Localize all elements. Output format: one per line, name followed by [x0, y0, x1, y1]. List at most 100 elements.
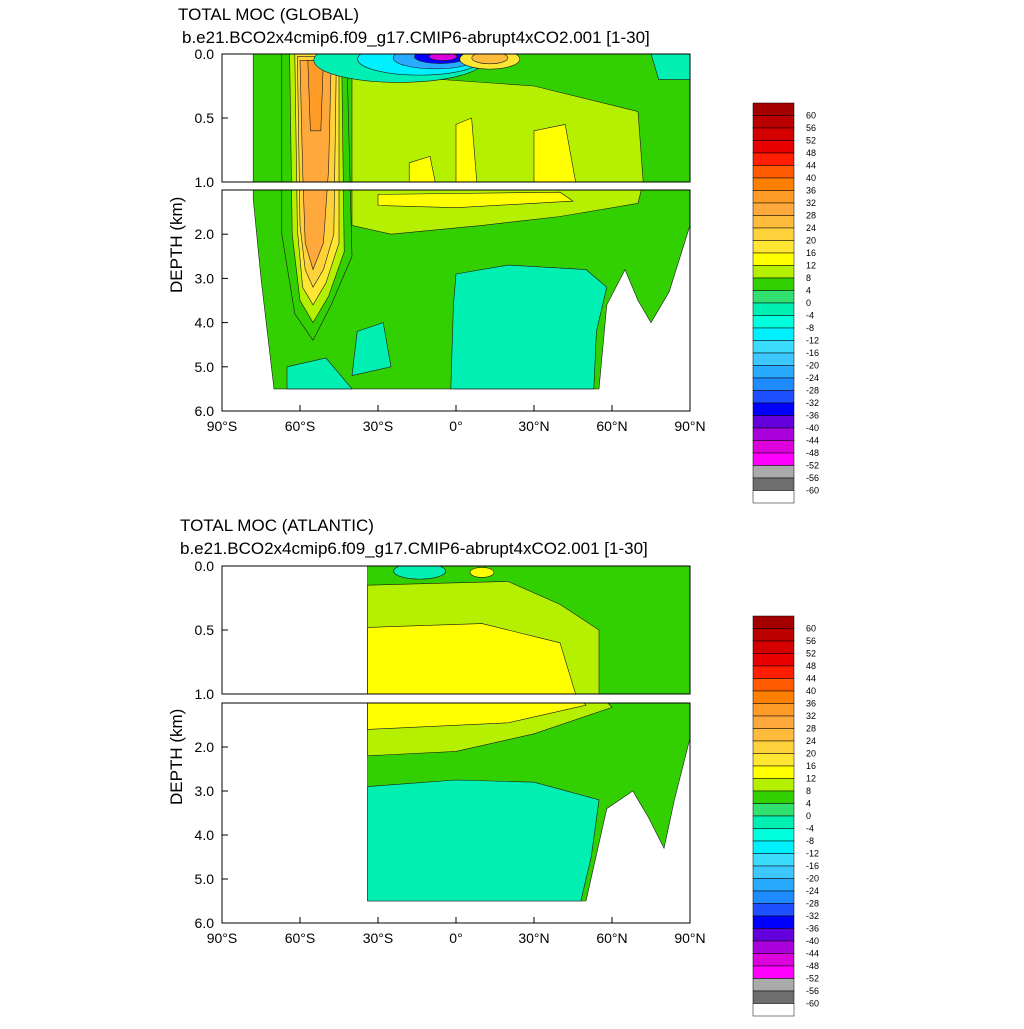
- colorbar-label: -32: [806, 911, 819, 921]
- colorbar-label: 36: [806, 186, 816, 196]
- colorbar-swatch: [752, 865, 795, 879]
- colorbar-label: -20: [806, 361, 819, 371]
- colorbar-label: -52: [806, 461, 819, 471]
- y-tick-label: 6.0: [195, 915, 215, 931]
- colorbar-label: -16: [806, 861, 819, 871]
- colorbar-label: 60: [806, 624, 816, 634]
- y-axis-label: DEPTH (km): [167, 197, 186, 293]
- abyssal-patch: [286, 357, 353, 390]
- colorbar-label: -16: [806, 348, 819, 358]
- x-tick-label: 90°S: [207, 930, 238, 946]
- colorbar-swatch: [752, 790, 795, 804]
- colorbar-swatch: [752, 315, 795, 329]
- colorbar-swatch: [752, 277, 795, 291]
- colorbar-swatch: [752, 140, 795, 154]
- colorbar-label: 40: [806, 173, 816, 183]
- colorbar-swatch: [752, 290, 795, 304]
- colorbar-label: -36: [806, 411, 819, 421]
- colorbar-swatch: [752, 978, 795, 992]
- y-tick-label: 6.0: [195, 403, 215, 419]
- colorbar-label: -32: [806, 398, 819, 408]
- x-tick-label: 30°N: [518, 930, 549, 946]
- colorbar-swatch: [752, 940, 795, 954]
- colorbar-swatch: [752, 115, 795, 129]
- colorbar-label: 4: [806, 799, 811, 809]
- colorbar-label: 52: [806, 136, 816, 146]
- colorbar-label: 28: [806, 724, 816, 734]
- colorbar-swatch: [752, 465, 795, 479]
- y-axis-label: DEPTH (km): [167, 709, 186, 805]
- colorbar-label: 56: [806, 123, 816, 133]
- colorbar-swatch: [752, 215, 795, 229]
- surface-neg-48: [428, 54, 458, 61]
- colorbar-swatch: [752, 365, 795, 379]
- colorbar-label: -52: [806, 974, 819, 984]
- colorbar-label: -56: [806, 986, 819, 996]
- colorbar-label: 36: [806, 699, 816, 709]
- colorbar-swatch: [752, 715, 795, 729]
- colorbar-swatch: [752, 890, 795, 904]
- colorbar-label: -24: [806, 886, 819, 896]
- colorbar-label: -44: [806, 436, 819, 446]
- colorbar-swatch: [752, 265, 795, 279]
- colorbar-label: -60: [806, 999, 819, 1009]
- colorbar-label: -20: [806, 874, 819, 884]
- colorbar-label: 32: [806, 711, 816, 721]
- x-tick-label: 60°S: [285, 418, 316, 434]
- colorbar-swatch: [752, 765, 795, 779]
- y-tick-label: 5.0: [195, 871, 215, 887]
- colorbar-label: 12: [806, 774, 816, 784]
- colorbar-swatch: [752, 878, 795, 892]
- colorbar-label: -48: [806, 448, 819, 458]
- x-tick-label: 30°S: [363, 418, 394, 434]
- colorbar-swatch: [752, 803, 795, 817]
- colorbar-label: -40: [806, 423, 819, 433]
- surface-neg-4: [393, 566, 446, 580]
- colorbar-swatch: [752, 903, 795, 917]
- abyssal-patch: [351, 322, 392, 376]
- colorbar-swatch: [752, 665, 795, 679]
- colorbar-swatch: [752, 190, 795, 204]
- colorbar-swatch: [752, 615, 795, 629]
- colorbar-label: -12: [806, 849, 819, 859]
- colorbar-swatch: [752, 340, 795, 354]
- colorbar-swatch: [752, 490, 795, 504]
- colorbar-label: 4: [806, 286, 811, 296]
- colorbar-swatch: [752, 252, 795, 266]
- colorbar-swatch: [752, 152, 795, 166]
- colorbar-label: 28: [806, 211, 816, 221]
- colorbar-swatch: [752, 302, 795, 316]
- colorbar-swatch: [752, 402, 795, 416]
- colorbar-swatch: [752, 177, 795, 191]
- colorbar-label: 0: [806, 298, 811, 308]
- colorbar-label: 56: [806, 636, 816, 646]
- colorbar-swatch: [752, 840, 795, 854]
- colorbar-label: 44: [806, 161, 816, 171]
- y-tick-label: 4.0: [195, 315, 215, 331]
- colorbar-label: 24: [806, 736, 816, 746]
- colorbar-swatch: [752, 778, 795, 792]
- colorbar-swatch: [752, 928, 795, 942]
- surface-pos-12: [469, 567, 495, 578]
- colorbar-label: 20: [806, 749, 816, 759]
- y-tick-label: 2.0: [195, 739, 215, 755]
- colorbar-label: -24: [806, 373, 819, 383]
- colorbar-label: 16: [806, 248, 816, 258]
- y-tick-label: 5.0: [195, 359, 215, 375]
- moc-field: [367, 566, 690, 902]
- x-tick-label: 60°S: [285, 930, 316, 946]
- x-tick-label: 30°N: [518, 418, 549, 434]
- colorbar-swatch: [752, 427, 795, 441]
- colorbar-swatch: [752, 165, 795, 179]
- colorbar-label: 32: [806, 198, 816, 208]
- colorbar-swatch: [752, 815, 795, 829]
- colorbar-label: -56: [806, 473, 819, 483]
- colorbar-swatch: [752, 690, 795, 704]
- colorbar-label: -4: [806, 824, 814, 834]
- colorbar-swatch: [752, 202, 795, 216]
- colorbar-label: -12: [806, 336, 819, 346]
- colorbar-label: -40: [806, 936, 819, 946]
- colorbar-label: -4: [806, 311, 814, 321]
- colorbar-swatch: [752, 990, 795, 1004]
